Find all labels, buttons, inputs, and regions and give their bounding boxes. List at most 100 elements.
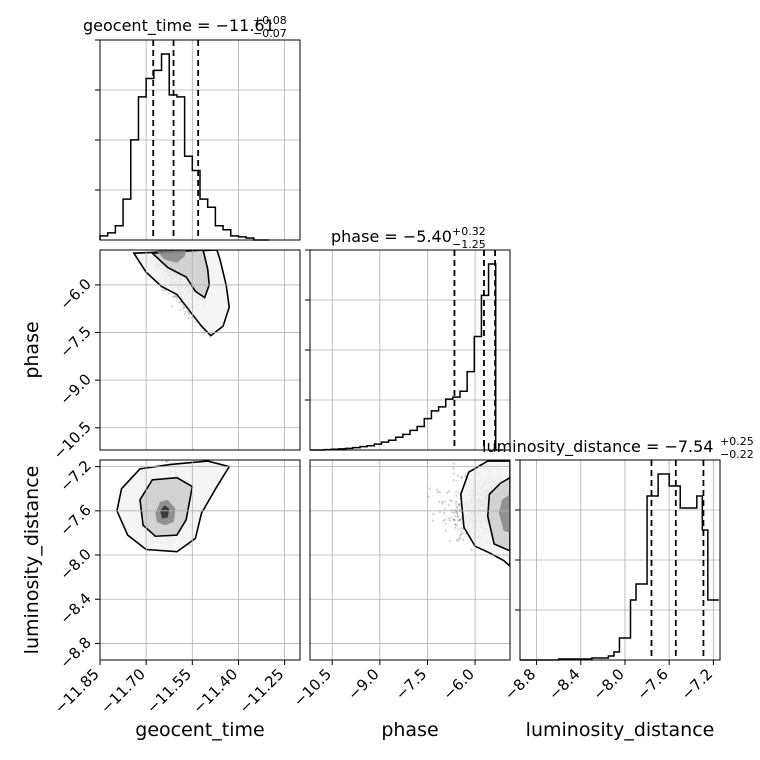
- sample-point: [453, 511, 456, 515]
- contour-group: [116, 460, 231, 553]
- x-tick-label: −11.40: [189, 665, 241, 717]
- sample-point: [456, 515, 459, 518]
- title-luminosity-distance-minus: −0.22: [720, 448, 754, 461]
- sample-point: [456, 513, 459, 516]
- sample-point: [164, 289, 167, 292]
- sample-point: [454, 523, 457, 526]
- sample-point: [456, 511, 459, 514]
- title-geocent-time: geocent_time = −11.61 +0.08 −0.07: [83, 14, 287, 40]
- sample-point: [167, 292, 170, 295]
- sample-point: [456, 538, 459, 542]
- sample-point: [460, 527, 463, 530]
- scatter-panel-phase-vs-geocent-time: [132, 250, 231, 337]
- sample-point: [459, 505, 462, 508]
- title-geocent-time-main: geocent_time = −11.61: [83, 16, 275, 36]
- sample-point: [459, 534, 462, 537]
- sample-point: [448, 539, 451, 543]
- sample-point: [458, 518, 462, 521]
- sample-point: [451, 511, 454, 514]
- contour-group: [132, 250, 231, 337]
- sample-point: [455, 494, 458, 497]
- title-phase-minus: −1.25: [452, 238, 486, 251]
- sample-point: [179, 301, 182, 304]
- histogram-outline: [310, 263, 503, 451]
- scatter-panel-luminosity-distance-vs-phase: [427, 460, 510, 568]
- sample-point: [183, 312, 186, 315]
- sample-point: [427, 495, 430, 498]
- sample-point: [458, 518, 461, 521]
- title-geocent-time-plus: +0.08: [253, 14, 287, 27]
- contour-level: [160, 505, 170, 519]
- sample-point: [182, 306, 185, 309]
- sample-point: [454, 523, 457, 526]
- title-luminosity-distance: luminosity_distance = −7.54 +0.25 −0.22: [482, 435, 754, 461]
- sample-point: [187, 311, 190, 314]
- y-tick-label: −10.5: [50, 418, 95, 463]
- title-phase-plus: +0.32: [452, 225, 486, 238]
- y-tick-label: −8.4: [56, 589, 94, 627]
- sample-point: [161, 460, 164, 463]
- tick-labels: −11.85−11.70−11.55−11.40−11.25 −10.5 −9.0−…: [50, 39, 716, 717]
- x-axis-label-luminosity-distance: luminosity_distance: [526, 719, 715, 741]
- sample-point: [175, 297, 178, 300]
- sample-point: [455, 510, 458, 514]
- contour-level: [150, 250, 211, 299]
- x-tick-label: −7.5: [392, 665, 430, 703]
- sample-point: [447, 517, 450, 520]
- sample-point: [189, 543, 192, 547]
- axes-frame: [99, 459, 301, 661]
- sample-point: [450, 508, 453, 511]
- sample-point: [459, 530, 462, 533]
- sample-point: [181, 303, 184, 307]
- sample-point: [446, 491, 449, 494]
- sample-point: [464, 532, 468, 536]
- sample-point: [452, 518, 456, 521]
- sample-point: [460, 476, 463, 479]
- y-tick-label: −8.0: [56, 545, 94, 583]
- sample-point: [173, 295, 176, 298]
- sample-point: [461, 532, 464, 535]
- plot-layer: −11.85−11.70−11.55−11.40−11.25 −10.5 −9.0−…: [50, 39, 721, 717]
- y-tick-label: −9.0: [56, 370, 94, 408]
- title-phase: phase = −5.40 +0.32 −1.25: [331, 225, 486, 251]
- contour-group: [459, 460, 510, 568]
- sample-point: [454, 514, 457, 518]
- title-luminosity-distance-plus: +0.25: [720, 435, 754, 448]
- x-tick-label: −8.4: [545, 665, 583, 703]
- sample-point: [443, 518, 446, 521]
- sample-point: [448, 519, 452, 522]
- title-luminosity-distance-main: luminosity_distance = −7.54: [482, 437, 713, 457]
- title-geocent-time-minus: −0.07: [253, 27, 287, 40]
- sample-point: [458, 503, 461, 506]
- contour-level: [486, 476, 510, 552]
- sample-point: [455, 490, 458, 494]
- y-tick-label: −6.0: [56, 275, 94, 313]
- x-tick-label: −7.2: [678, 665, 716, 703]
- sample-point: [441, 502, 444, 505]
- sample-point: [171, 305, 174, 308]
- sample-point: [456, 519, 460, 522]
- sample-point: [452, 478, 456, 482]
- x-tick-label: −7.6: [634, 665, 672, 703]
- sample-point: [464, 474, 467, 477]
- x-tick-label: −11.85: [51, 665, 103, 717]
- y-tick-label: −7.6: [56, 501, 94, 539]
- sample-point: [459, 517, 463, 520]
- sample-point: [182, 306, 186, 310]
- sample-point: [438, 491, 442, 494]
- sample-point: [428, 487, 431, 490]
- sample-point: [431, 519, 434, 522]
- sample-point: [443, 508, 446, 511]
- x-tick-label: −11.70: [97, 665, 149, 717]
- sample-point: [438, 500, 441, 503]
- sample-point: [453, 462, 456, 465]
- sample-point: [456, 515, 460, 518]
- x-tick-label: −11.25: [235, 665, 287, 717]
- histogram-outline: [520, 473, 719, 661]
- x-tick-label: −8.8: [501, 665, 539, 703]
- sample-point: [436, 488, 439, 492]
- sample-point: [458, 536, 462, 539]
- sample-point: [458, 502, 461, 506]
- sample-point: [455, 500, 458, 504]
